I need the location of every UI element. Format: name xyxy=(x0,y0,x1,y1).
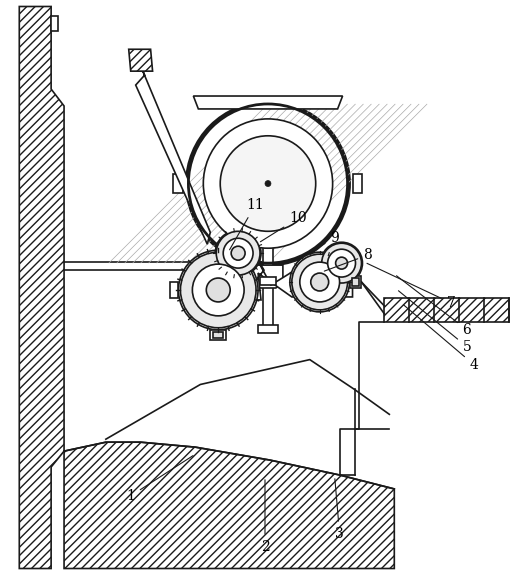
Polygon shape xyxy=(174,173,184,193)
Circle shape xyxy=(193,264,244,316)
Text: 8: 8 xyxy=(325,248,372,271)
Circle shape xyxy=(336,257,348,269)
Polygon shape xyxy=(253,265,283,288)
Circle shape xyxy=(178,250,258,330)
Circle shape xyxy=(311,273,329,291)
Circle shape xyxy=(204,119,332,248)
Circle shape xyxy=(231,246,245,260)
Polygon shape xyxy=(19,6,64,568)
Polygon shape xyxy=(350,276,361,288)
Bar xyxy=(385,298,509,322)
Text: 1: 1 xyxy=(126,456,193,503)
Polygon shape xyxy=(243,235,357,300)
Polygon shape xyxy=(210,330,226,340)
Circle shape xyxy=(206,278,230,302)
Polygon shape xyxy=(213,332,223,338)
Text: 2: 2 xyxy=(260,480,269,553)
Polygon shape xyxy=(136,61,210,244)
Circle shape xyxy=(321,242,362,284)
Polygon shape xyxy=(170,282,178,298)
Text: 4: 4 xyxy=(403,305,478,371)
Text: 5: 5 xyxy=(398,291,471,354)
Text: 6: 6 xyxy=(397,276,471,337)
Circle shape xyxy=(292,254,348,310)
Circle shape xyxy=(180,252,256,328)
Circle shape xyxy=(300,262,340,302)
Circle shape xyxy=(220,136,316,231)
Circle shape xyxy=(223,238,253,268)
Text: 3: 3 xyxy=(335,479,344,541)
Text: 7: 7 xyxy=(367,263,456,310)
Circle shape xyxy=(215,230,261,276)
Circle shape xyxy=(322,243,361,283)
Polygon shape xyxy=(351,278,359,286)
Polygon shape xyxy=(51,17,58,32)
Circle shape xyxy=(186,102,350,265)
Polygon shape xyxy=(263,134,273,330)
Polygon shape xyxy=(129,49,153,71)
Text: 10: 10 xyxy=(260,211,307,242)
Text: 11: 11 xyxy=(229,199,264,250)
Polygon shape xyxy=(352,173,362,193)
Circle shape xyxy=(265,181,271,187)
Circle shape xyxy=(290,252,350,312)
Polygon shape xyxy=(260,277,276,285)
Circle shape xyxy=(328,249,356,277)
Circle shape xyxy=(216,231,260,275)
Polygon shape xyxy=(194,96,342,109)
Polygon shape xyxy=(258,325,278,333)
Text: 9: 9 xyxy=(300,231,339,257)
Polygon shape xyxy=(64,442,394,568)
